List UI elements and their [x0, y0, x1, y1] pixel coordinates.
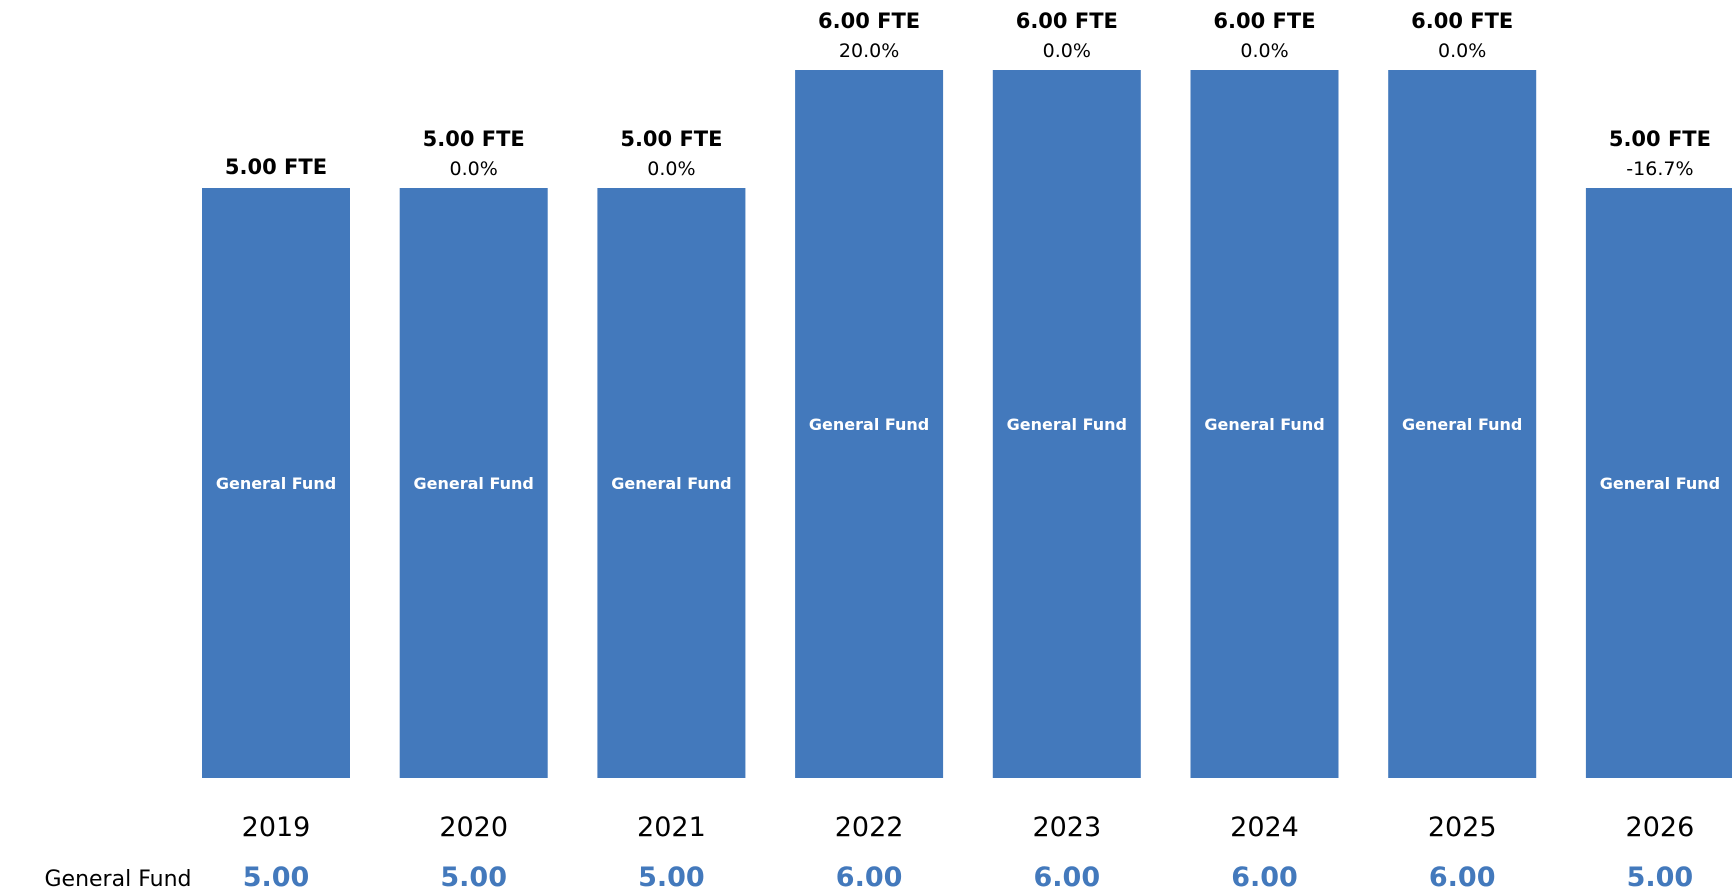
bar-inner-label-2024: General Fund	[1204, 415, 1324, 434]
fte-label-2022: 6.00 FTE	[818, 9, 920, 33]
bar-2020	[399, 188, 548, 778]
table-value-2026: 5.00	[1627, 862, 1694, 892]
bars-group	[202, 70, 1732, 778]
pct-label-2020: 0.0%	[450, 158, 498, 180]
bar-2025	[1388, 70, 1537, 778]
x-tick-label-2025: 2025	[1428, 812, 1497, 843]
table-row-label: General Fund	[45, 867, 192, 892]
bar-inner-label-2019: General Fund	[216, 474, 336, 493]
table-value-2021: 5.00	[638, 862, 705, 892]
x-tick-label-2022: 2022	[835, 812, 904, 843]
fte-label-2020: 5.00 FTE	[423, 127, 525, 151]
x-tick-label-2023: 2023	[1032, 812, 1101, 843]
pct-label-2026: -16.7%	[1626, 158, 1693, 180]
table-value-2024: 6.00	[1231, 862, 1298, 892]
bar-2019	[202, 188, 350, 778]
bar-2021	[597, 188, 746, 778]
fte-label-2025: 6.00 FTE	[1411, 9, 1513, 33]
x-tick-label-2019: 2019	[242, 812, 311, 843]
x-tick-label-2020: 2020	[439, 812, 508, 843]
pct-label-2022: 20.0%	[839, 40, 899, 62]
table-value-2020: 5.00	[440, 862, 507, 892]
table-value-2025: 6.00	[1429, 862, 1496, 892]
bar-inner-label-2022: General Fund	[809, 415, 929, 434]
fte-label-2026: 5.00 FTE	[1609, 127, 1711, 151]
pct-label-2021: 0.0%	[647, 158, 695, 180]
fte-label-2024: 6.00 FTE	[1213, 9, 1315, 33]
labels-group: General Fund 5.00 FTE 2019 5.00 General Fund…	[216, 9, 1720, 892]
bar-2022	[795, 70, 944, 778]
x-tick-label-2021: 2021	[637, 812, 706, 843]
table-value-2023: 6.00	[1033, 862, 1100, 892]
bar-inner-label-2026: General Fund	[1600, 474, 1720, 493]
x-tick-label-2026: 2026	[1626, 812, 1695, 843]
bar-inner-label-2021: General Fund	[611, 474, 731, 493]
pct-label-2023: 0.0%	[1043, 40, 1091, 62]
x-tick-label-2024: 2024	[1230, 812, 1299, 843]
bar-inner-label-2023: General Fund	[1007, 415, 1127, 434]
bar-2026	[1585, 188, 1732, 778]
pct-label-2024: 0.0%	[1240, 40, 1288, 62]
table-value-2019: 5.00	[243, 862, 310, 892]
table-value-2022: 6.00	[836, 862, 903, 892]
bar-2024	[1190, 70, 1339, 778]
pct-label-2025: 0.0%	[1438, 40, 1486, 62]
fte-label-2021: 5.00 FTE	[620, 127, 722, 151]
bar-2023	[992, 70, 1141, 778]
bar-inner-label-2025: General Fund	[1402, 415, 1522, 434]
fte-label-2023: 6.00 FTE	[1016, 9, 1118, 33]
fte-label-2019: 5.00 FTE	[225, 155, 327, 179]
bar-inner-label-2020: General Fund	[414, 474, 534, 493]
